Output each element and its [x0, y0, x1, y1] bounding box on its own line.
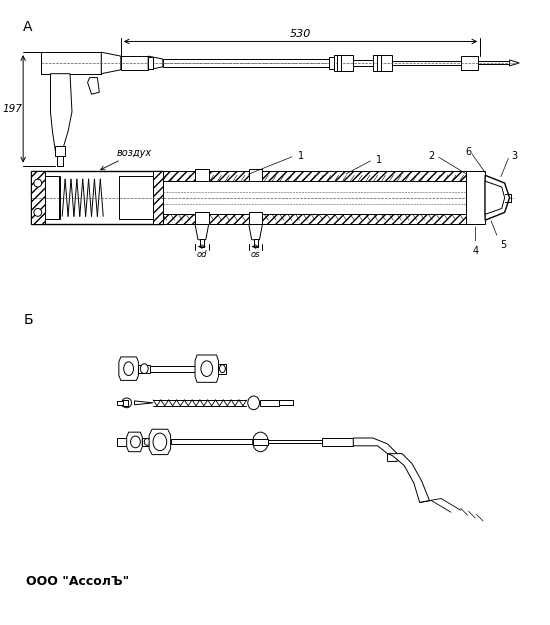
Bar — [163, 59, 334, 67]
Polygon shape — [509, 60, 519, 66]
Bar — [252, 439, 268, 445]
Bar — [121, 56, 148, 70]
Bar — [56, 146, 65, 156]
Bar — [170, 439, 254, 444]
Bar — [279, 401, 293, 405]
Text: 1: 1 — [298, 151, 304, 161]
Bar — [466, 176, 485, 219]
Bar — [461, 56, 478, 70]
Ellipse shape — [153, 433, 167, 451]
Bar — [377, 55, 381, 71]
Text: ООО "АссолЪ": ООО "АссолЪ" — [26, 576, 129, 588]
Ellipse shape — [124, 362, 134, 376]
Ellipse shape — [219, 365, 226, 372]
Polygon shape — [119, 357, 139, 381]
Polygon shape — [135, 401, 153, 405]
Bar — [119, 176, 163, 219]
Bar — [153, 171, 163, 224]
Bar — [353, 60, 373, 66]
Text: os: os — [251, 249, 260, 259]
Bar — [31, 176, 60, 219]
Ellipse shape — [252, 432, 268, 452]
Polygon shape — [87, 78, 100, 94]
Bar — [163, 181, 466, 214]
Bar — [195, 169, 208, 181]
Ellipse shape — [122, 398, 131, 408]
Polygon shape — [51, 74, 72, 151]
Bar — [163, 214, 466, 224]
Polygon shape — [126, 432, 142, 452]
Text: 6: 6 — [465, 147, 471, 157]
Bar — [322, 438, 353, 446]
Bar — [466, 171, 485, 224]
Polygon shape — [485, 181, 505, 214]
Text: 2: 2 — [428, 151, 434, 161]
Bar — [249, 213, 262, 224]
Polygon shape — [387, 454, 430, 503]
Ellipse shape — [144, 439, 150, 446]
Bar — [195, 213, 208, 224]
Polygon shape — [148, 56, 163, 70]
Ellipse shape — [201, 361, 213, 376]
Text: воздух: воздух — [117, 148, 152, 158]
Bar — [31, 171, 45, 224]
Bar — [260, 400, 279, 406]
Text: 1: 1 — [376, 154, 382, 164]
Ellipse shape — [248, 396, 260, 409]
Text: Б: Б — [23, 313, 33, 327]
Bar — [478, 61, 509, 64]
Bar — [218, 364, 226, 374]
Bar — [45, 176, 59, 219]
Text: 197: 197 — [2, 104, 22, 114]
Polygon shape — [353, 438, 397, 461]
Bar — [254, 239, 257, 247]
Text: 4: 4 — [472, 246, 478, 256]
Bar — [122, 400, 128, 406]
Bar — [117, 438, 126, 446]
Bar — [163, 171, 466, 181]
Polygon shape — [101, 52, 121, 74]
Text: А: А — [23, 20, 32, 34]
Bar — [334, 55, 353, 71]
Polygon shape — [485, 175, 509, 220]
Bar — [41, 52, 101, 74]
Bar — [148, 57, 153, 69]
Text: od: od — [197, 249, 207, 259]
Bar — [392, 61, 461, 65]
Ellipse shape — [130, 436, 140, 447]
Polygon shape — [195, 224, 208, 240]
Bar — [200, 239, 204, 247]
Bar — [373, 55, 392, 71]
Text: 5: 5 — [500, 240, 506, 250]
Bar — [329, 57, 334, 69]
Bar — [31, 171, 163, 224]
Ellipse shape — [34, 209, 42, 216]
Text: 530: 530 — [290, 29, 311, 39]
Polygon shape — [249, 224, 262, 240]
Bar — [268, 441, 322, 443]
Bar — [249, 169, 262, 181]
Bar — [119, 440, 124, 444]
Bar — [150, 366, 199, 372]
Bar — [142, 438, 152, 446]
Polygon shape — [149, 429, 170, 454]
Text: 3: 3 — [512, 151, 518, 161]
Bar — [337, 55, 340, 71]
Ellipse shape — [140, 364, 148, 374]
Polygon shape — [195, 355, 218, 382]
Ellipse shape — [34, 179, 42, 187]
Bar — [139, 365, 150, 372]
Bar — [117, 401, 123, 405]
